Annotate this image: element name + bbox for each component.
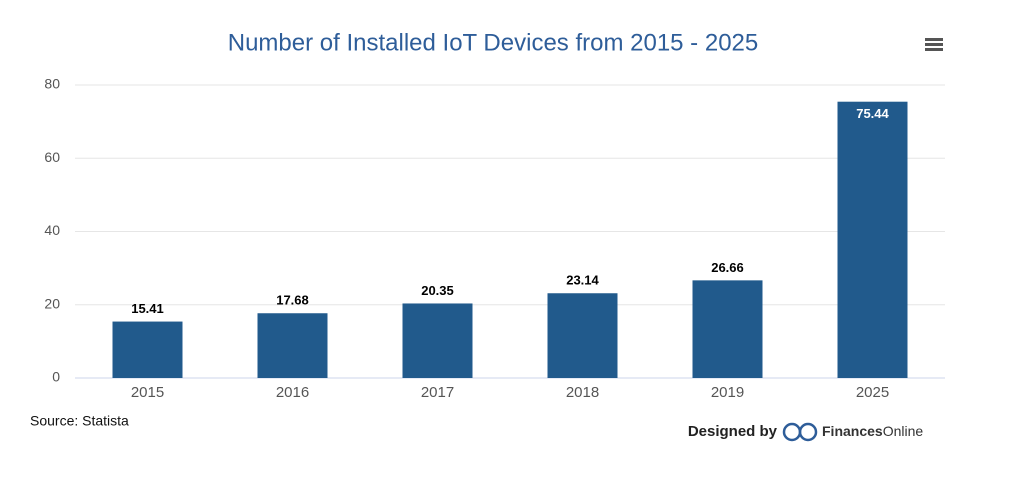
bar xyxy=(837,101,908,379)
bar xyxy=(257,313,328,378)
menu-bar xyxy=(925,38,943,41)
menu-bar xyxy=(925,43,943,46)
logo-ring xyxy=(782,422,802,442)
y-tick-label: 60 xyxy=(44,149,60,165)
value-label: 17.68 xyxy=(276,293,309,308)
y-tick-label: 40 xyxy=(44,222,60,238)
brand: FinancesOnline xyxy=(822,423,923,439)
x-tick-label: 2019 xyxy=(711,384,744,401)
value-label: 15.41 xyxy=(131,301,164,316)
bar xyxy=(112,321,183,378)
source: Source: Statista xyxy=(30,413,129,429)
bar xyxy=(692,280,763,378)
bar xyxy=(402,303,473,378)
value-label: 26.66 xyxy=(711,260,744,275)
menu-bar xyxy=(925,48,943,51)
x-tick-label: 2017 xyxy=(421,384,454,401)
logo-ring xyxy=(798,422,818,442)
x-tick-label: 2016 xyxy=(276,384,309,401)
bar xyxy=(547,293,618,378)
y-tick-label: 20 xyxy=(44,295,60,311)
logo xyxy=(782,422,818,442)
brand-bold: Finances xyxy=(822,423,883,439)
value-label: 75.44 xyxy=(856,106,889,121)
y-tick-label: 0 xyxy=(52,369,60,385)
chart-title: Number of Installed IoT Devices from 201… xyxy=(228,29,758,56)
x-tick-label: 2025 xyxy=(856,384,889,401)
menu-button[interactable] xyxy=(925,38,943,51)
brand-light: Online xyxy=(883,423,924,439)
value-label: 23.14 xyxy=(566,273,599,288)
credit-prefix: Designed by xyxy=(688,423,778,440)
value-label: 20.35 xyxy=(421,283,454,298)
x-tick-label: 2015 xyxy=(131,384,164,401)
y-tick-label: 80 xyxy=(44,76,60,92)
x-tick-label: 2018 xyxy=(566,384,599,401)
